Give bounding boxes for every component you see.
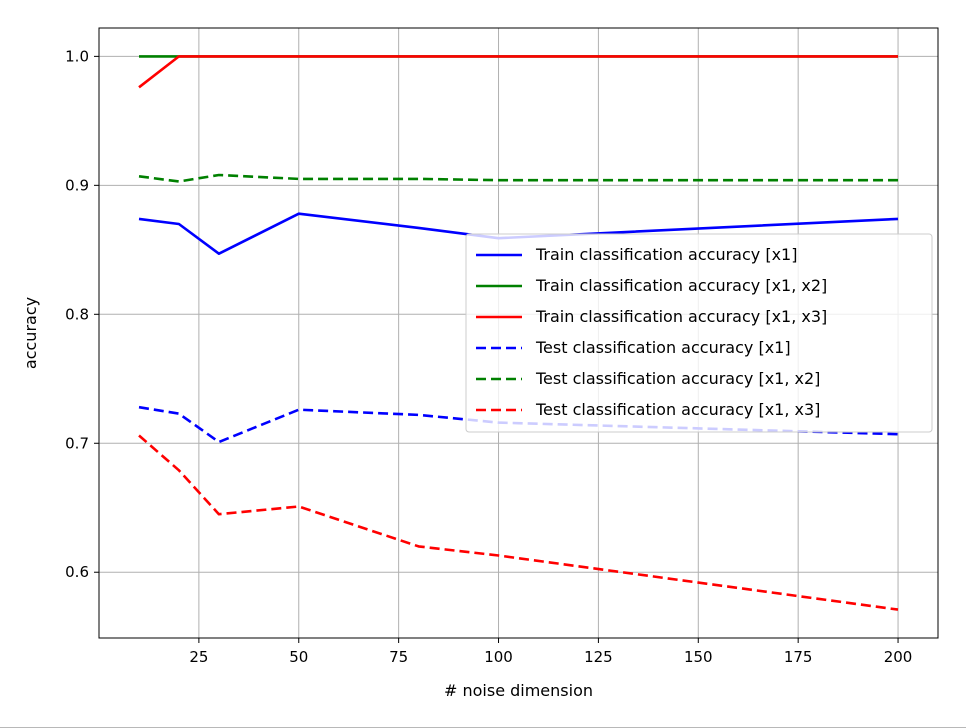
y-tick-label: 0.8 — [65, 305, 89, 323]
series-line — [138, 173, 898, 183]
series-line — [138, 434, 899, 611]
x-tick-label: 200 — [884, 648, 913, 666]
x-tick-label: 150 — [684, 648, 713, 666]
legend-label: Train classification accuracy [x1, x3] — [535, 307, 827, 326]
legend-label: Train classification accuracy [x1] — [535, 245, 797, 264]
x-tick-label: 100 — [484, 648, 513, 666]
y-tick-label: 0.9 — [65, 176, 89, 194]
x-tick-label: 125 — [584, 648, 613, 666]
x-tick-label: 25 — [189, 648, 208, 666]
legend-label: Test classification accuracy [x1, x3] — [535, 400, 820, 419]
y-tick-label: 1.0 — [65, 47, 89, 65]
plot-frame — [98, 27, 939, 639]
x-tick-label: 50 — [289, 648, 308, 666]
legend-label: Test classification accuracy [x1, x2] — [535, 369, 820, 388]
x-tick-label: 75 — [389, 648, 408, 666]
y-axis-title: accuracy — [21, 297, 40, 369]
series-line — [138, 55, 898, 89]
legend-label: Test classification accuracy [x1] — [535, 338, 791, 357]
x-tick-label: 175 — [784, 648, 813, 666]
legend: Train classification accuracy [x1] Train … — [465, 233, 933, 433]
y-tick-label: 0.7 — [65, 434, 89, 452]
legend-box — [465, 233, 933, 433]
y-tick-label: 0.6 — [65, 563, 89, 581]
legend-label: Train classification accuracy [x1, x2] — [535, 276, 827, 295]
axis-ticks: 25 50 75 100 125 150 175 200 0.6 0.7 0.8 0.9 1.0 — [65, 47, 912, 666]
x-axis-title: # noise dimension — [444, 681, 593, 700]
